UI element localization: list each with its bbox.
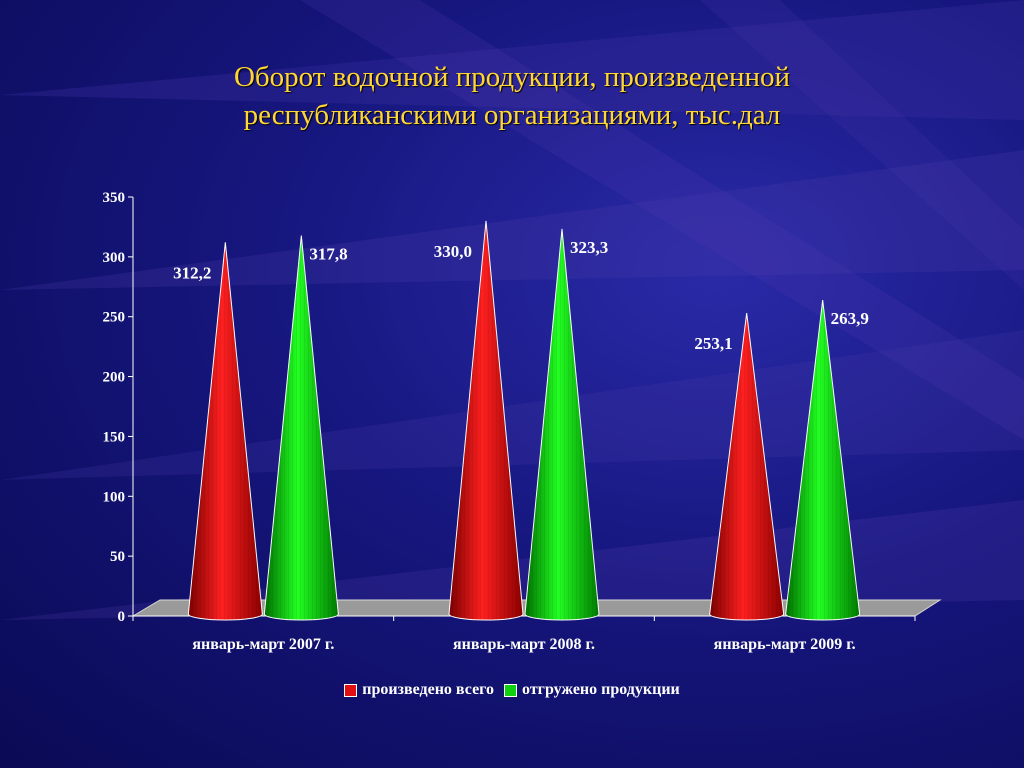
data-label: 330,0 [434, 242, 472, 261]
cone-texture [525, 228, 599, 620]
legend-swatch-red [344, 683, 358, 697]
cone-shipped [524, 228, 600, 621]
x-category-label: январь-март 2009 г. [714, 636, 856, 653]
cone-texture [264, 235, 339, 620]
title-line-2: республиканскими организациями, тыс.дал [243, 99, 781, 131]
cone-shipped [263, 235, 339, 621]
x-category-label: январь-март 2008 г. [453, 636, 595, 653]
x-category-label: январь-март 2007 г. [192, 636, 334, 653]
cone-produced [448, 220, 524, 621]
title-line-1: Оборот водочной продукции, произведенной [233, 61, 791, 93]
legend-item-shipped: отгружено продукции [504, 681, 680, 699]
legend-label-produced: произведено всего [362, 681, 495, 698]
cone-texture [785, 300, 860, 620]
legend-swatch-green [504, 683, 518, 697]
legend-label-shipped: отгружено продукции [522, 681, 680, 698]
slide-title: Оборот водочной продукции, произведенной… [0, 58, 1024, 134]
cone-produced [709, 312, 785, 621]
y-tick-label: 150 [103, 429, 126, 445]
cone-texture [449, 220, 523, 620]
legend: произведено всего отгружено продукции [0, 681, 1024, 702]
y-tick-label: 0 [118, 609, 126, 625]
cone-texture [188, 242, 263, 620]
y-tick-label: 350 [103, 190, 126, 206]
data-label: 317,8 [309, 245, 347, 264]
data-label: 253,1 [694, 334, 732, 353]
cone-texture [709, 313, 784, 620]
data-label: 312,2 [173, 263, 211, 282]
cone-produced [187, 242, 263, 621]
y-tick-label: 300 [103, 250, 126, 266]
legend-item-produced: произведено всего [344, 681, 494, 699]
data-label: 323,3 [570, 238, 608, 257]
data-label: 263,9 [831, 309, 869, 328]
cone-shipped [785, 300, 861, 621]
y-tick-label: 250 [103, 310, 126, 326]
y-tick-label: 50 [110, 549, 125, 565]
y-tick-label: 200 [103, 370, 126, 386]
y-tick-label: 100 [103, 489, 126, 505]
